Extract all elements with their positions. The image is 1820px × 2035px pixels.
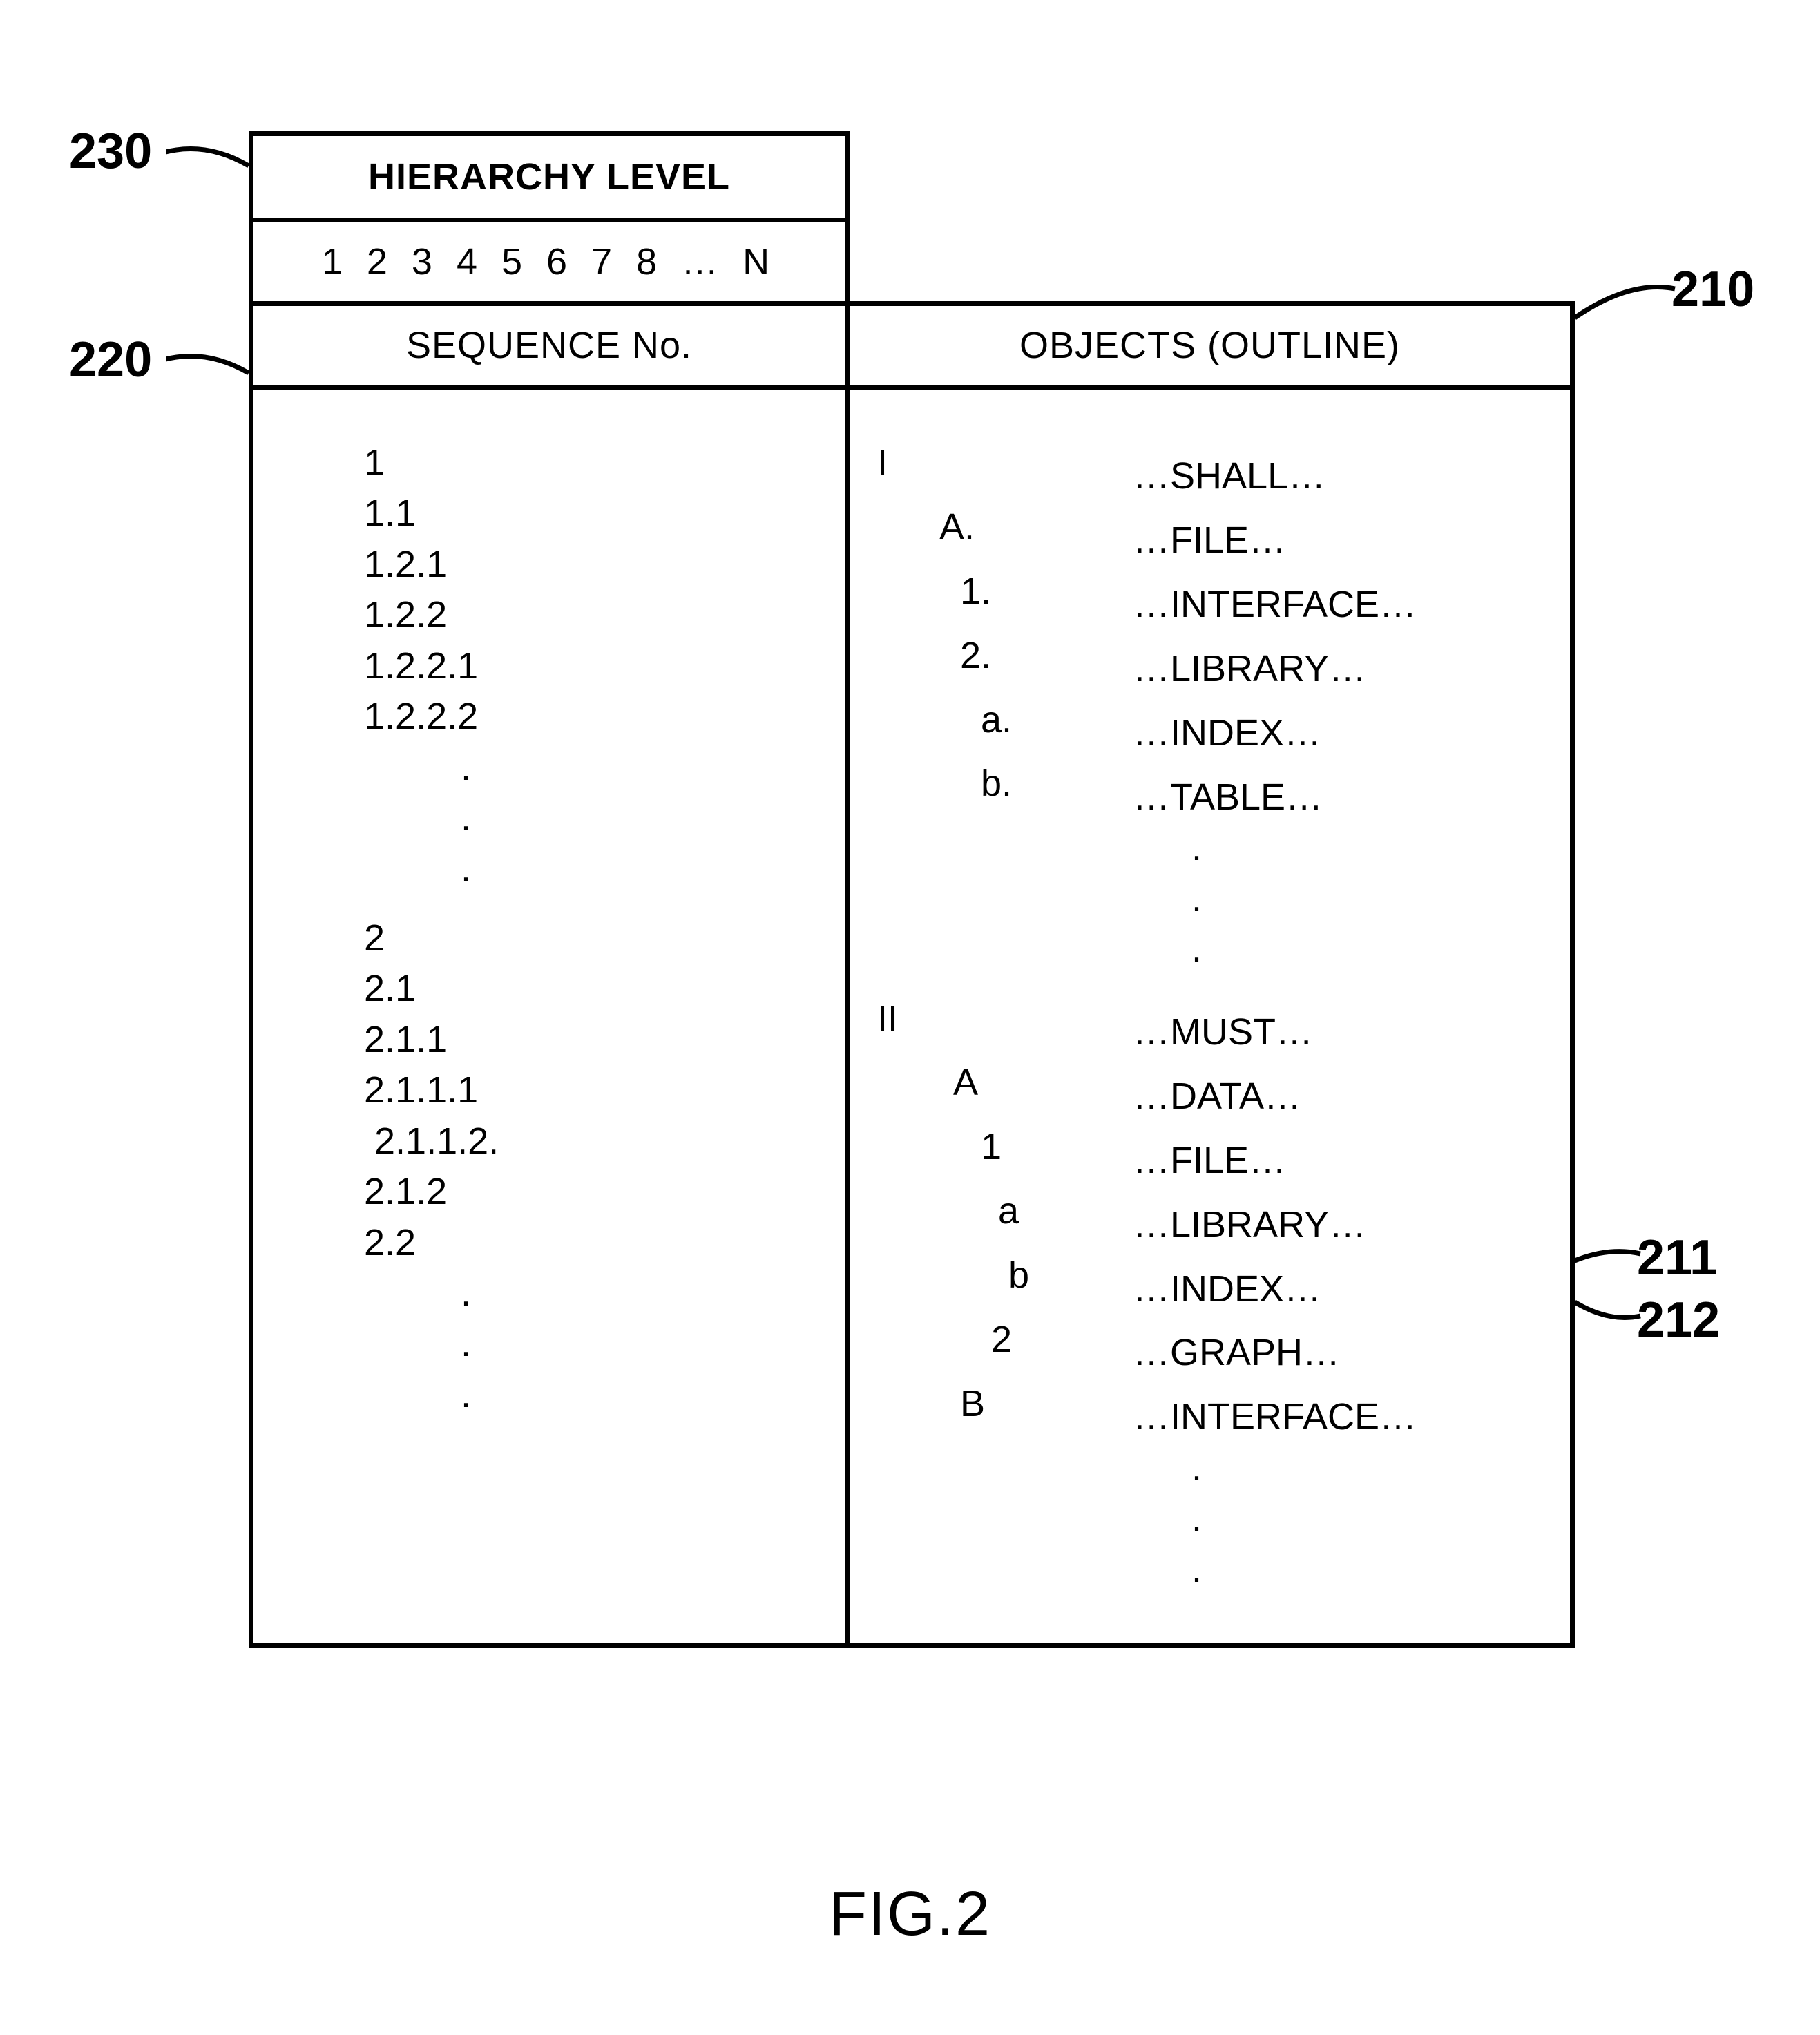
sequence-row: 2 xyxy=(364,913,817,964)
sequence-row: 1.2.2.2 xyxy=(364,691,817,742)
outline-text: …INTERFACE… xyxy=(1133,1392,1417,1442)
objects-header: OBJECTS (OUTLINE) xyxy=(850,306,1570,390)
outline-text: …SHALL… xyxy=(1133,451,1325,501)
callout-230: 230 xyxy=(69,123,152,180)
outline-row: b. …TABLE… xyxy=(877,758,1542,823)
sequence-row: 1.1 xyxy=(364,488,817,539)
callout-212: 212 xyxy=(1637,1292,1720,1348)
sequence-row: 1.2.2 xyxy=(364,590,817,640)
outline-row: 2 …GRAPH… xyxy=(877,1315,1542,1379)
lead-230 xyxy=(166,138,256,180)
outline-marker: I xyxy=(877,438,888,488)
outline-row: I …SHALL… xyxy=(877,438,1542,502)
sequence-row: 2.2 xyxy=(364,1218,817,1268)
figure-caption: FIG.2 xyxy=(0,1879,1820,1950)
objects-body: I …SHALL… A. …FILE… 1. …INTERFACE… 2. …LIBRARY…… xyxy=(850,390,1570,1643)
objects-column: OBJECTS (OUTLINE) I …SHALL… A. …FILE… 1. …INT… xyxy=(850,306,1570,1643)
hierarchy-levels: 1 2 3 4 5 6 7 8 … N xyxy=(253,222,845,301)
lead-211 xyxy=(1575,1243,1644,1271)
callout-220: 220 xyxy=(69,332,152,388)
sequence-row: 2.1.1 xyxy=(364,1015,817,1065)
outline-text: …INDEX… xyxy=(1133,708,1321,758)
outline-marker: b. xyxy=(981,758,1012,809)
outline-marker: a. xyxy=(981,695,1012,745)
lead-210 xyxy=(1575,276,1678,325)
sequence-row: 2.1 xyxy=(364,964,817,1014)
sequence-row: 1.2.1 xyxy=(364,539,817,590)
outline-text: …FILE… xyxy=(1133,515,1286,566)
hierarchy-title: HIERARCHY LEVEL xyxy=(253,136,845,222)
sequence-header: SEQUENCE No. xyxy=(253,306,845,390)
outline-marker: A. xyxy=(939,502,975,553)
outline-marker: II xyxy=(877,994,898,1044)
sequence-column: SEQUENCE No. 11.11.2.11.2.21.2.2.11.2.2.… xyxy=(253,306,850,1643)
lead-212 xyxy=(1575,1295,1644,1330)
hierarchy-box: HIERARCHY LEVEL 1 2 3 4 5 6 7 8 … N xyxy=(249,131,850,301)
sequence-row: 2.1.1.1 xyxy=(364,1065,817,1116)
outline-marker: b xyxy=(1008,1250,1029,1301)
outline-text: …TABLE… xyxy=(1133,772,1323,823)
outline-row: 2. …LIBRARY… xyxy=(877,631,1542,695)
outline-text: …INDEX… xyxy=(1133,1264,1321,1315)
outline-row: 1 …FILE… xyxy=(877,1122,1542,1186)
outline-marker: 2 xyxy=(991,1315,1012,1365)
outline-row: a …LIBRARY… xyxy=(877,1186,1542,1250)
outline-marker: A xyxy=(953,1058,978,1108)
outline-row: 1. …INTERFACE… xyxy=(877,566,1542,631)
outline-row: b …INDEX… xyxy=(877,1250,1542,1315)
callout-210: 210 xyxy=(1671,261,1754,318)
outline-marker: a xyxy=(998,1186,1019,1236)
callout-211: 211 xyxy=(1637,1230,1717,1286)
outline-text: …INTERFACE… xyxy=(1133,580,1417,630)
sequence-row: 1.2.2.1 xyxy=(364,641,817,691)
outline-text: …DATA… xyxy=(1133,1071,1301,1122)
outline-marker: B xyxy=(960,1379,985,1429)
outline-text: …LIBRARY… xyxy=(1133,1200,1366,1250)
two-column-table: SEQUENCE No. 11.11.2.11.2.21.2.2.11.2.2.… xyxy=(249,301,1575,1648)
outline-text: …FILE… xyxy=(1133,1136,1286,1186)
outline-row: II …MUST… xyxy=(877,994,1542,1058)
outline-row: A. …FILE… xyxy=(877,502,1542,566)
outline-text: …LIBRARY… xyxy=(1133,644,1366,694)
sequence-row: 2.1.2 xyxy=(364,1167,817,1217)
outline-text: …GRAPH… xyxy=(1133,1328,1340,1378)
outline-marker: 1. xyxy=(960,566,991,617)
outline-row: a. …INDEX… xyxy=(877,695,1542,759)
hierarchy-diagram: HIERARCHY LEVEL 1 2 3 4 5 6 7 8 … N SEQU… xyxy=(249,131,1575,1648)
sequence-body: 11.11.2.11.2.21.2.2.11.2.2.2 . . . 22.12… xyxy=(253,390,845,1469)
outline-marker: 1 xyxy=(981,1122,1002,1172)
outline-marker: 2. xyxy=(960,631,991,681)
outline-row: B …INTERFACE… xyxy=(877,1379,1542,1443)
outline-row: A …DATA… xyxy=(877,1058,1542,1122)
lead-220 xyxy=(166,345,256,387)
sequence-row: 1 xyxy=(364,438,817,488)
sequence-row: 2.1.1.2. xyxy=(364,1116,817,1167)
outline-text: …MUST… xyxy=(1133,1007,1313,1058)
